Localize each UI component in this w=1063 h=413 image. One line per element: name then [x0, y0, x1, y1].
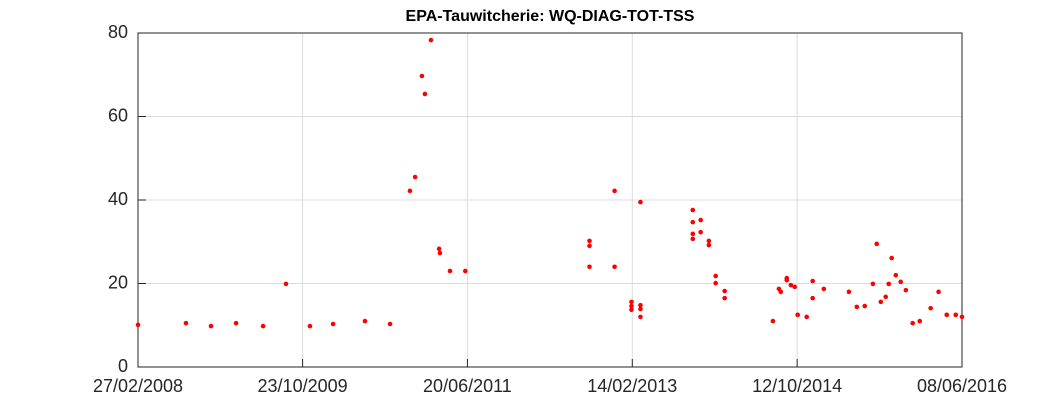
- point: [437, 250, 443, 256]
- point: [638, 314, 643, 320]
- point: [690, 207, 696, 213]
- point: [883, 294, 889, 300]
- point: [690, 236, 696, 242]
- point: [587, 243, 592, 249]
- y-tick-label: 80: [108, 22, 128, 42]
- x-tick-label: 12/10/2014: [752, 376, 842, 396]
- point: [462, 268, 468, 274]
- point: [412, 174, 418, 180]
- point: [612, 188, 617, 194]
- point: [638, 199, 643, 205]
- point: [713, 273, 718, 279]
- point: [233, 320, 239, 326]
- point: [629, 307, 634, 313]
- point: [889, 255, 894, 261]
- chart-title: EPA-Tauwitcherie: WQ-DIAG-TOT-TSS: [406, 8, 695, 25]
- point: [706, 238, 712, 244]
- point: [953, 312, 959, 318]
- point: [638, 306, 643, 312]
- point: [428, 37, 434, 43]
- point: [722, 295, 727, 301]
- point: [362, 318, 368, 324]
- point: [874, 241, 880, 247]
- y-tick-label: 20: [108, 272, 128, 292]
- point: [135, 322, 141, 328]
- point: [821, 286, 827, 292]
- plot-frame: [137, 32, 963, 368]
- point: [690, 231, 696, 237]
- point: [928, 305, 933, 311]
- point: [878, 299, 884, 305]
- point: [886, 281, 892, 287]
- point: [183, 320, 189, 326]
- x-tick-label: 14/02/2013: [587, 376, 677, 396]
- point: [713, 280, 718, 286]
- point: [407, 188, 413, 194]
- y-tick-label: 60: [108, 105, 128, 125]
- x-tick-label: 23/10/2009: [258, 376, 348, 396]
- y-tick-label: 40: [108, 189, 128, 209]
- point: [893, 272, 899, 278]
- point: [810, 295, 815, 301]
- x-tick-label: 20/06/2011: [423, 376, 512, 396]
- point: [330, 321, 336, 327]
- point: [612, 264, 617, 270]
- point: [917, 318, 923, 324]
- point: [792, 284, 797, 290]
- point: [387, 321, 393, 327]
- point: [419, 73, 425, 79]
- point: [698, 229, 703, 235]
- point: [629, 299, 634, 305]
- point: [698, 217, 703, 223]
- point: [706, 242, 712, 248]
- point: [447, 268, 453, 274]
- point: [788, 282, 794, 288]
- point: [784, 277, 790, 283]
- point: [810, 278, 815, 284]
- point: [436, 246, 442, 252]
- point: [854, 304, 860, 310]
- point: [795, 312, 800, 318]
- point: [770, 318, 776, 324]
- point: [910, 320, 915, 326]
- point: [260, 323, 266, 329]
- point: [959, 314, 965, 320]
- y-tick-label: 0: [118, 356, 128, 376]
- x-tick-label: 27/02/2008: [93, 376, 183, 396]
- point: [804, 314, 809, 320]
- point: [903, 287, 909, 293]
- point: [587, 264, 592, 270]
- point: [422, 91, 428, 97]
- point: [722, 288, 727, 294]
- point: [936, 289, 941, 295]
- point: [846, 289, 852, 295]
- point: [778, 289, 784, 295]
- point: [690, 219, 696, 225]
- point: [307, 323, 313, 329]
- point: [587, 238, 592, 244]
- point: [862, 303, 868, 309]
- point: [208, 323, 214, 329]
- point: [629, 303, 634, 309]
- point: [638, 302, 643, 308]
- x-tick-label: 08/06/2016: [917, 376, 1007, 396]
- point: [283, 281, 289, 287]
- point: [870, 281, 876, 287]
- point: [898, 279, 903, 285]
- point: [944, 312, 950, 318]
